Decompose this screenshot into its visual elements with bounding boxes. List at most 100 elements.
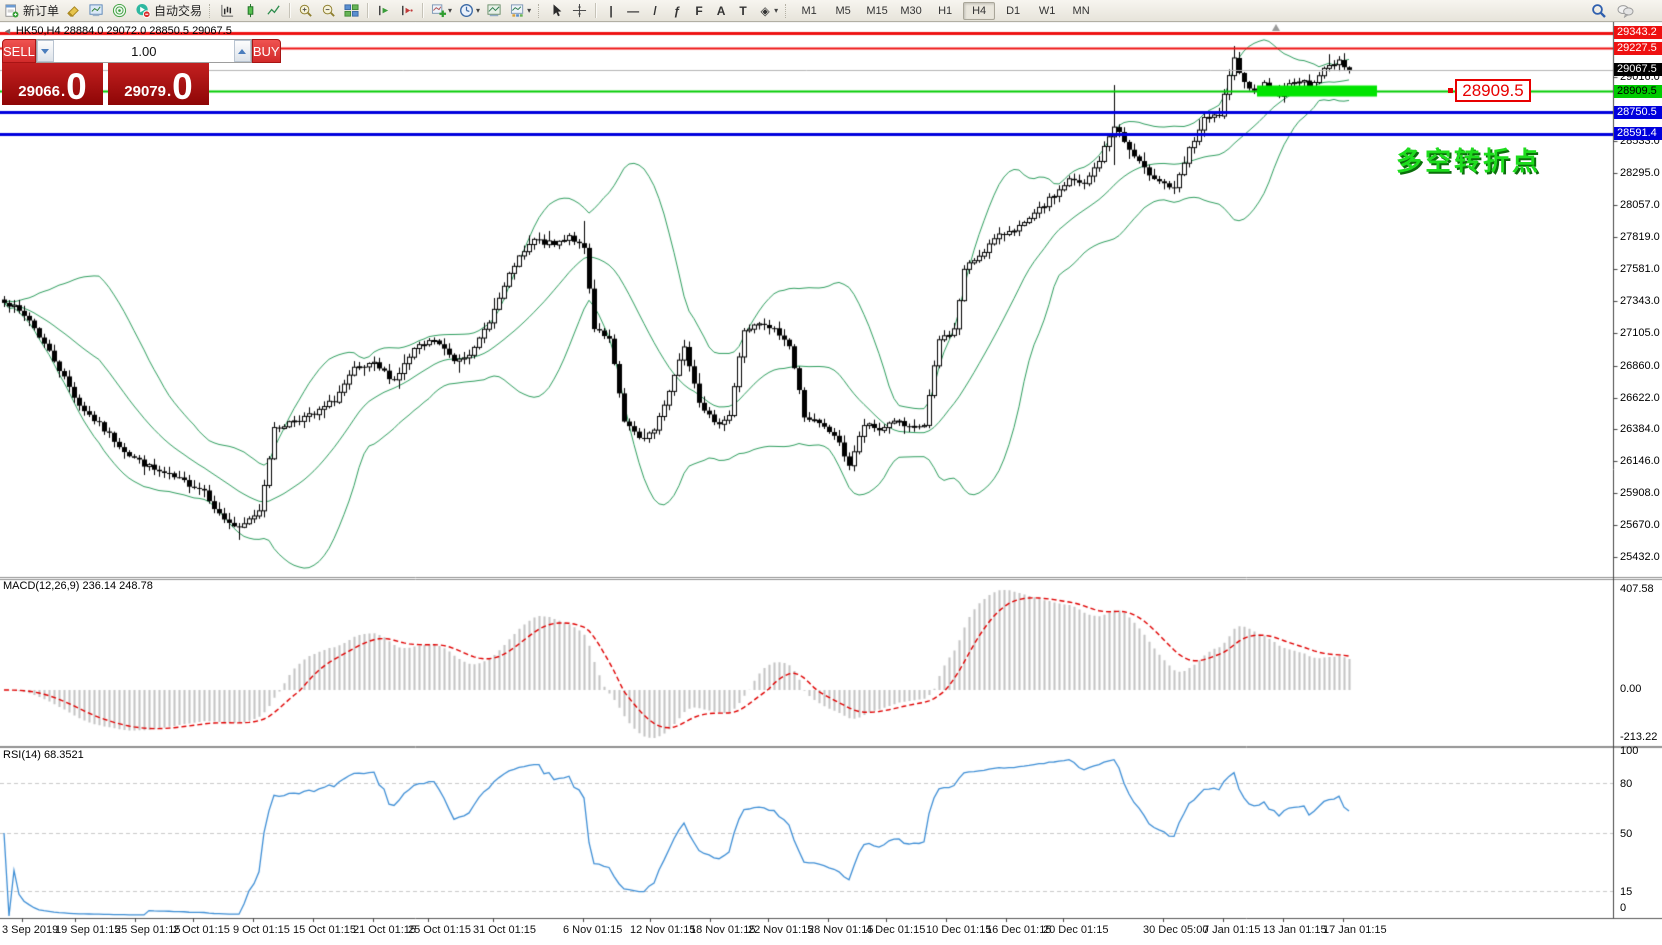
timeframe-H1[interactable]: H1 xyxy=(938,4,953,17)
hline-price-box: 29227.5 xyxy=(1614,41,1662,55)
timeframe-M15[interactable]: M15 xyxy=(866,4,888,17)
hline-price-box: 28591.4 xyxy=(1614,127,1662,141)
rsi-axis-label: 0 xyxy=(1620,902,1627,914)
timeframe-MN[interactable]: MN xyxy=(1072,4,1090,17)
chat-icon[interactable] xyxy=(1617,3,1634,19)
y-axis-tick-label: 26146.0 xyxy=(1620,455,1660,468)
vertical-line-button[interactable]: | xyxy=(600,1,622,20)
price-tag-label[interactable]: 28909.5 xyxy=(1448,79,1531,102)
market-watch-button[interactable] xyxy=(85,1,108,20)
line-chart-button[interactable] xyxy=(262,1,285,20)
search-icon[interactable] xyxy=(1590,3,1607,19)
candlestick-chart-button[interactable] xyxy=(239,1,262,20)
templates-icon xyxy=(509,3,526,19)
volume-input[interactable] xyxy=(53,40,234,62)
trendline-button[interactable]: / xyxy=(644,1,666,20)
one-click-trading-panel: SELL BUY 29066.0 29079.0 xyxy=(2,39,281,105)
toolbar-grip xyxy=(785,3,788,18)
arrow-up-icon xyxy=(238,48,247,54)
sell-price-main: 29066 xyxy=(18,83,60,100)
text-label-button[interactable]: T xyxy=(732,1,754,20)
rsi-axis-label: 15 xyxy=(1620,886,1633,899)
auto-scroll-button[interactable] xyxy=(372,1,395,20)
y-axis-tick-label: 25908.0 xyxy=(1620,487,1660,500)
crosshair-icon xyxy=(571,3,588,19)
buy-price[interactable]: 29079. 0 xyxy=(108,63,209,105)
x-axis-date-label: 22 Nov 01:15 xyxy=(748,924,814,936)
new-order-button[interactable]: 新订单 xyxy=(0,1,62,20)
cursor-icon xyxy=(548,3,565,19)
periods-button[interactable]: ▾ xyxy=(455,1,483,20)
autotrading-label: 自动交易 xyxy=(154,4,203,18)
sell-price-dot: . xyxy=(60,83,66,100)
bar-chart-button[interactable] xyxy=(216,1,239,20)
chart-shift-icon xyxy=(398,3,415,19)
eraser-button[interactable] xyxy=(62,1,85,20)
macd-axis-label: 0.00 xyxy=(1620,683,1642,695)
timeframe-D1[interactable]: D1 xyxy=(1006,4,1021,17)
x-axis-date-label: 18 Nov 01:15 xyxy=(690,924,756,936)
x-axis-date-label: 28 Nov 01:15 xyxy=(808,924,874,936)
toolbar-separator xyxy=(367,3,369,18)
dropdown-arrow-icon: ▾ xyxy=(448,6,453,15)
templates-button[interactable]: ▾ xyxy=(506,1,534,20)
volume-up-button[interactable] xyxy=(233,40,251,62)
indicators-icon xyxy=(430,3,447,19)
shapes-button[interactable]: ◈ ▾ xyxy=(754,1,781,20)
zoom-in-button[interactable] xyxy=(294,1,317,20)
x-axis-date-label: 2 Oct 01:15 xyxy=(173,924,230,936)
channel-button[interactable]: F xyxy=(688,1,710,20)
hline-icon: — xyxy=(627,3,640,18)
timeframe-W1[interactable]: W1 xyxy=(1038,4,1056,17)
toolbar-separator xyxy=(595,3,597,18)
volume-down-button[interactable] xyxy=(36,40,54,62)
macd-indicator-label: MACD(12,26,9) 236.14 248.78 xyxy=(3,580,153,592)
vline-icon: | xyxy=(609,3,613,18)
x-axis-date-label: 7 Jan 01:15 xyxy=(1203,924,1261,936)
zoom-out-icon xyxy=(320,3,337,19)
toolbar-grip xyxy=(538,3,541,18)
volume-control xyxy=(35,39,252,63)
cursor-button[interactable] xyxy=(545,1,568,20)
x-axis-date-label: 10 Dec 01:15 xyxy=(926,924,992,936)
buy-button[interactable]: BUY xyxy=(251,39,281,63)
x-axis-date-label: 4 Dec 01:15 xyxy=(866,924,926,936)
chart-settings-icon xyxy=(486,3,503,19)
x-axis-date-label: 9 Oct 01:15 xyxy=(233,924,290,936)
toolbar-separator xyxy=(289,3,291,18)
y-axis-tick-label: 26860.0 xyxy=(1620,359,1660,372)
chart-window-icon xyxy=(88,3,105,19)
clock-icon xyxy=(458,3,475,19)
timeframe-H4[interactable]: H4 xyxy=(963,1,996,20)
autotrading-button[interactable]: 自动交易 xyxy=(131,1,205,20)
sell-button[interactable]: SELL xyxy=(2,39,36,63)
zoom-out-button[interactable] xyxy=(317,1,340,20)
buy-price-dot: . xyxy=(166,83,172,100)
sell-price[interactable]: 29066. 0 xyxy=(2,63,103,105)
fibonacci-button[interactable]: ƒ xyxy=(666,1,688,20)
x-axis-date-label: 3 Sep 2019 xyxy=(2,924,59,936)
timeframe-M5[interactable]: M5 xyxy=(835,4,851,17)
horizontal-line-button[interactable]: — xyxy=(622,1,644,20)
x-axis-date-label: 12 Nov 01:15 xyxy=(630,924,696,936)
tile-windows-button[interactable] xyxy=(340,1,363,20)
shapes-icon: ◈ xyxy=(760,3,770,18)
chart-settings-button[interactable] xyxy=(483,1,506,20)
x-axis-date-label: 20 Dec 01:15 xyxy=(1043,924,1109,936)
new-order-label: 新订单 xyxy=(23,4,60,18)
text-button[interactable]: A xyxy=(710,1,732,20)
timeframe-M1[interactable]: M1 xyxy=(801,4,817,17)
timeframe-M30[interactable]: M30 xyxy=(900,4,922,17)
y-axis-tick-label: 27343.0 xyxy=(1620,294,1660,307)
annotation-text[interactable]: 多空转折点 xyxy=(1396,146,1542,176)
signals-button[interactable] xyxy=(108,1,131,20)
crosshair-button[interactable] xyxy=(568,1,591,20)
indicators-button[interactable]: ▾ xyxy=(427,1,455,20)
buy-price-big-digit: 0 xyxy=(172,66,193,107)
y-axis-tick-label: 27581.0 xyxy=(1620,263,1660,276)
auto-scroll-icon xyxy=(375,3,392,19)
chart-shift-button[interactable] xyxy=(395,1,418,20)
y-axis-tick-label: 27819.0 xyxy=(1620,231,1660,244)
